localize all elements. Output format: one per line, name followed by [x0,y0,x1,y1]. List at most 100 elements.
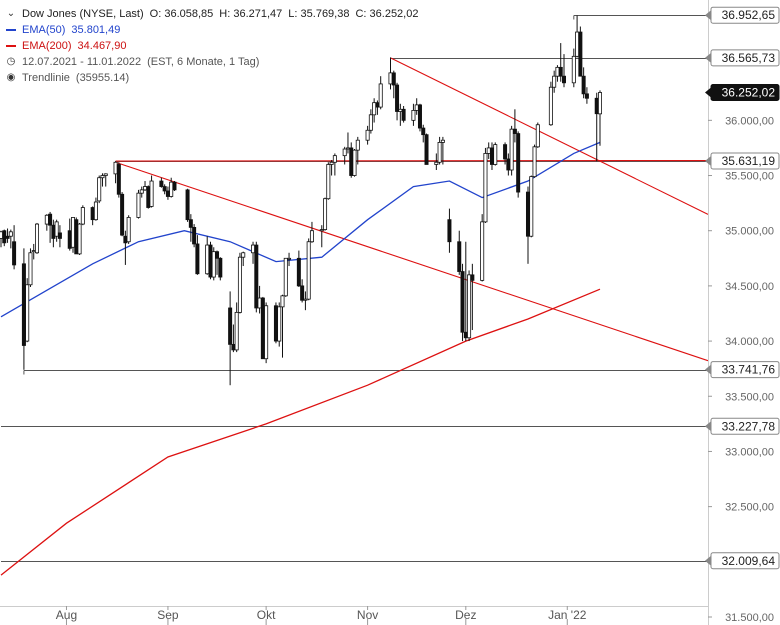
candle [440,136,445,165]
chevron-down-icon[interactable]: ⌄ [6,8,16,19]
candle [2,229,7,247]
candle [241,251,246,267]
candle [561,54,566,88]
candle-body [116,164,121,195]
candle-body [555,66,560,77]
candle [447,208,452,253]
candle [391,70,396,99]
candle-body [192,226,197,245]
candle [417,103,422,132]
candle-body [280,295,285,308]
y-tick-label: 32.500,00 [725,502,774,514]
candle [535,122,540,148]
candle-body [287,257,292,260]
candle [113,161,118,184]
candle-body [54,221,59,237]
candle-body [303,298,308,301]
candle-body [71,217,76,248]
candle [345,132,350,154]
candle [375,100,380,115]
level-badge-pointer [705,156,711,167]
candle [21,248,26,370]
candle [172,181,177,191]
candle [165,186,170,200]
candle-body [372,102,377,116]
candle-body [97,177,102,202]
candle-body [447,219,452,243]
candle-body [332,155,337,163]
candle [558,43,563,82]
candle-body [260,297,265,360]
level-badge-pointer [705,421,711,432]
ema50-value: 35.801,49 [71,24,121,36]
candle [237,252,242,314]
ema200-value: 34.467,90 [77,40,127,52]
candle-body [0,231,4,239]
candle-body [77,223,82,255]
candle-body [548,86,553,126]
range-text: 12.07.2021 - 11.01.2022 [22,56,142,68]
legend-ema50[interactable]: EMA(50) 35.801,49 [6,22,424,38]
candle [211,247,216,281]
candle [251,241,256,264]
candle-body [470,274,475,281]
candle-body [146,186,151,208]
range-note: (EST, 6 Monate, 1 Tag) [147,56,260,68]
candle [195,235,200,275]
x-tick-label: Sep [157,608,179,622]
ohlc-low: L: 35.769,38 [288,8,350,20]
x-tick-label: Dez [455,608,476,622]
candle-body [257,297,262,309]
level-badge-pointer [705,555,711,566]
candle [584,87,589,104]
candle [48,211,53,243]
candle [323,197,328,231]
candle-body [241,252,246,258]
candle [480,214,485,282]
candle-body [529,176,534,237]
level-badge: 36.565,73 [705,49,780,67]
legend-trendline[interactable]: ◉ Trendlinie (35955.14) [6,70,424,86]
candle [57,225,62,248]
candle [463,241,468,342]
candle-body [483,153,488,223]
candle-body [355,139,360,151]
candle-body [525,191,530,237]
level-badge-label: 35.631,19 [722,154,776,168]
trendlines [115,57,709,362]
candle-body [149,180,154,207]
candle [126,215,131,244]
candle [264,302,269,364]
candle [35,222,40,254]
candle-body [277,306,282,342]
clock-icon: ◷ [6,56,16,67]
candle-body [414,104,419,111]
candle [287,252,292,267]
y-tick-label: 33.500,00 [725,391,774,403]
candle [44,214,49,231]
candle-body [512,128,517,134]
candle [97,175,102,204]
candle-body [421,127,426,136]
candle [273,302,278,344]
candle [296,250,301,287]
candle [192,224,197,248]
candle [215,250,220,275]
candle [100,173,105,187]
candle-body [535,124,540,148]
y-tick-label: 36.000,00 [725,115,774,127]
legend-ema200[interactable]: EMA(200) 34.467,90 [6,38,424,54]
candle-body [100,175,105,179]
level-badge-label: 36.952,65 [722,8,776,22]
candle [552,70,557,93]
candle-body [80,207,85,225]
candle [71,217,76,253]
candle [54,219,59,242]
y-tick-label: 34.500,00 [725,281,774,293]
legend-range[interactable]: ◷ 12.07.2021 - 11.01.2022 (EST, 6 Monate… [6,54,424,70]
candle-body [136,192,141,218]
candle [470,263,475,331]
candle-body [578,31,583,77]
candle-body [378,83,383,108]
